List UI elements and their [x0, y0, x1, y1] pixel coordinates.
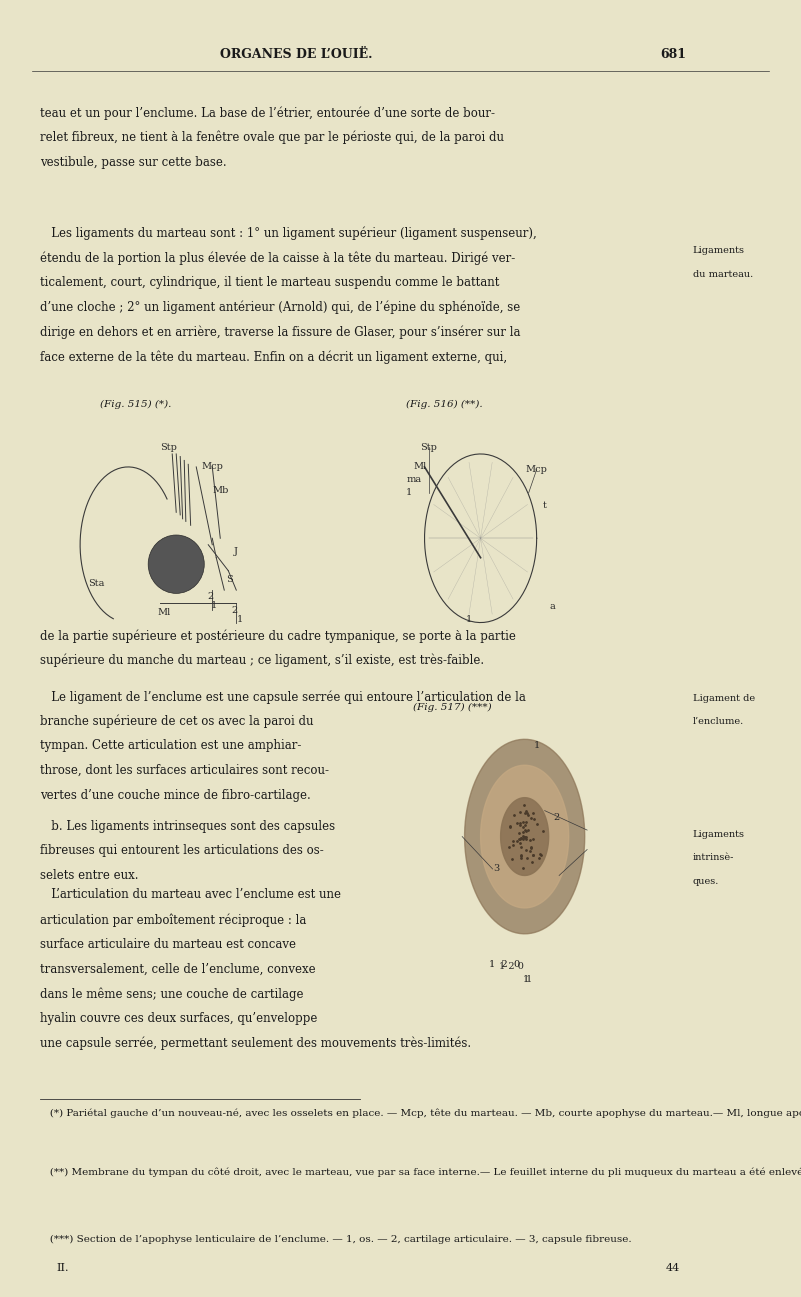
- Text: a: a: [549, 603, 556, 611]
- Text: J: J: [235, 547, 238, 555]
- Text: Ligaments: Ligaments: [693, 830, 745, 839]
- Text: intrinsè-: intrinsè-: [693, 853, 735, 863]
- Text: 2: 2: [207, 593, 214, 601]
- Text: surface articulaire du marteau est concave: surface articulaire du marteau est conca…: [40, 938, 296, 951]
- Text: L’articulation du marteau avec l’enclume est une: L’articulation du marteau avec l’enclume…: [40, 888, 341, 901]
- Text: t: t: [543, 502, 546, 510]
- Text: ma: ma: [407, 476, 421, 484]
- Text: 3: 3: [493, 865, 500, 873]
- Text: vertes d’une couche mince de fibro-cartilage.: vertes d’une couche mince de fibro-carti…: [40, 789, 311, 802]
- Text: branche supérieure de cet os avec la paroi du: branche supérieure de cet os avec la par…: [40, 715, 313, 728]
- Text: dirige en dehors et en arrière, traverse la fissure de Glaser, pour s’insérer su: dirige en dehors et en arrière, traverse…: [40, 326, 521, 339]
- Text: 1 2 0: 1 2 0: [498, 962, 524, 970]
- Text: fibreuses qui entourent les articulations des os-: fibreuses qui entourent les articulation…: [40, 844, 324, 857]
- Text: Ligament de: Ligament de: [693, 694, 755, 703]
- Text: (Fig. 516) (**).: (Fig. 516) (**).: [406, 399, 483, 409]
- Polygon shape: [481, 765, 569, 908]
- Ellipse shape: [148, 536, 204, 594]
- Text: throse, dont les surfaces articulaires sont recou-: throse, dont les surfaces articulaires s…: [40, 764, 329, 777]
- Text: tympan. Cette articulation est une amphiar-: tympan. Cette articulation est une amphi…: [40, 739, 301, 752]
- Text: Sta: Sta: [88, 580, 104, 588]
- Text: étendu de la portion la plus élevée de la caisse à la tête du marteau. Dirigé ve: étendu de la portion la plus élevée de l…: [40, 252, 515, 265]
- Text: (Fig. 517) (***): (Fig. 517) (***): [413, 703, 492, 712]
- Text: 1: 1: [533, 742, 540, 750]
- Text: vestibule, passe sur cette base.: vestibule, passe sur cette base.: [40, 156, 227, 169]
- Text: 1: 1: [237, 616, 244, 624]
- Text: supérieure du manche du marteau ; ce ligament, s’il existe, est très-faible.: supérieure du manche du marteau ; ce lig…: [40, 654, 484, 667]
- Text: Stp: Stp: [159, 444, 177, 451]
- Text: Mb: Mb: [212, 486, 228, 494]
- Text: 681: 681: [660, 48, 686, 61]
- Text: 2: 2: [231, 607, 238, 615]
- Text: Mcp: Mcp: [525, 466, 548, 473]
- Text: II.: II.: [56, 1263, 69, 1274]
- Text: de la partie supérieure et postérieure du cadre tympanique, se porte à la partie: de la partie supérieure et postérieure d…: [40, 629, 516, 642]
- Text: face externe de la tête du marteau. Enfin on a décrit un ligament externe, qui,: face externe de la tête du marteau. Enfi…: [40, 350, 507, 363]
- Text: articulation par emboîtement réciproque : la: articulation par emboîtement réciproque …: [40, 913, 307, 926]
- Text: b. Les ligaments intrinseques sont des capsules: b. Les ligaments intrinseques sont des c…: [40, 820, 335, 833]
- Text: ticalement, court, cylindrique, il tient le marteau suspendu comme le battant: ticalement, court, cylindrique, il tient…: [40, 276, 500, 289]
- Text: ques.: ques.: [693, 877, 719, 886]
- Text: 1: 1: [405, 489, 412, 497]
- Text: selets entre eux.: selets entre eux.: [40, 869, 139, 882]
- Text: Ligaments: Ligaments: [693, 246, 745, 256]
- Text: Stp: Stp: [420, 444, 437, 451]
- FancyBboxPatch shape: [40, 415, 360, 629]
- Text: 1  2  0: 1 2 0: [489, 960, 520, 969]
- Text: 1: 1: [525, 975, 532, 983]
- Polygon shape: [465, 739, 585, 934]
- Text: relet fibreux, ne tient à la fenêtre ovale que par le périoste qui, de la paroi : relet fibreux, ne tient à la fenêtre ova…: [40, 131, 504, 144]
- Text: hyalin couvre ces deux surfaces, qu’enveloppe: hyalin couvre ces deux surfaces, qu’enve…: [40, 1012, 317, 1025]
- Text: Ml: Ml: [158, 608, 171, 616]
- Text: Les ligaments du marteau sont : 1° un ligament supérieur (ligament suspenseur),: Les ligaments du marteau sont : 1° un li…: [40, 227, 537, 240]
- Text: (***) Section de l’apophyse lenticulaire de l’enclume. — 1, os. — 2, cartilage a: (***) Section de l’apophyse lenticulaire…: [40, 1235, 632, 1244]
- Polygon shape: [501, 798, 549, 875]
- Text: Ml: Ml: [414, 463, 427, 471]
- Text: (Fig. 515) (*).: (Fig. 515) (*).: [100, 399, 172, 409]
- Text: une capsule serrée, permettant seulement des mouvements très-limités.: une capsule serrée, permettant seulement…: [40, 1036, 471, 1049]
- Text: ORGANES DE L’OUIË.: ORGANES DE L’OUIË.: [220, 48, 372, 61]
- Text: Le ligament de l’enclume est une capsule serrée qui entoure l’articulation de la: Le ligament de l’enclume est une capsule…: [40, 690, 526, 703]
- Text: (*) Pariétal gauche d’un nouveau-né, avec les osselets en place. — Mcp, tête du : (*) Pariétal gauche d’un nouveau-né, ave…: [40, 1109, 801, 1118]
- Text: d’une cloche ; 2° un ligament antérieur (Arnold) qui, de l’épine du sphénoïde, s: d’une cloche ; 2° un ligament antérieur …: [40, 301, 521, 314]
- Text: 2: 2: [553, 813, 560, 821]
- Text: 44: 44: [666, 1263, 680, 1274]
- Text: l’enclume.: l’enclume.: [693, 717, 744, 726]
- Text: Mcp: Mcp: [201, 463, 223, 471]
- Text: dans le même sens; une couche de cartilage: dans le même sens; une couche de cartila…: [40, 987, 304, 1000]
- Text: transversalement, celle de l’enclume, convexe: transversalement, celle de l’enclume, co…: [40, 962, 316, 975]
- Text: du marteau.: du marteau.: [693, 270, 753, 279]
- Text: teau et un pour l’enclume. La base de l’étrier, entourée d’une sorte de bour-: teau et un pour l’enclume. La base de l’…: [40, 106, 495, 119]
- Text: 1: 1: [465, 616, 472, 624]
- Text: 1: 1: [523, 975, 529, 984]
- Text: 1: 1: [211, 602, 217, 610]
- Text: (**) Membrane du tympan du côté droit, avec le marteau, vue par sa face interne.: (**) Membrane du tympan du côté droit, a…: [40, 1167, 801, 1176]
- Text: S: S: [227, 576, 233, 584]
